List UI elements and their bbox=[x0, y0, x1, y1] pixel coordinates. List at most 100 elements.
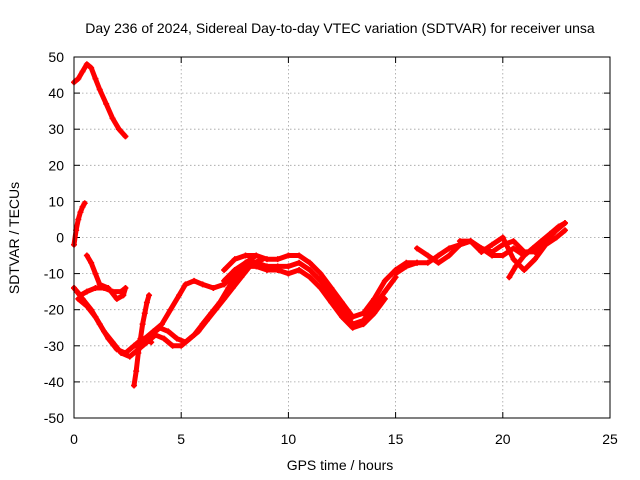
data-point bbox=[182, 281, 189, 288]
data-point bbox=[120, 292, 127, 299]
data-point bbox=[274, 256, 281, 263]
data-point bbox=[221, 266, 228, 273]
data-point bbox=[75, 216, 82, 223]
chart-title: Day 236 of 2024, Sidereal Day-to-day VTE… bbox=[85, 20, 595, 36]
data-point bbox=[199, 321, 206, 328]
data-point bbox=[414, 259, 421, 266]
data-point bbox=[122, 133, 129, 140]
data-point bbox=[456, 238, 463, 245]
data-point bbox=[96, 86, 103, 93]
data-point bbox=[221, 277, 228, 284]
y-tick-label: 0 bbox=[56, 230, 64, 246]
data-point bbox=[253, 252, 260, 259]
data-point bbox=[169, 342, 176, 349]
data-point bbox=[424, 259, 431, 266]
data-point bbox=[546, 230, 553, 237]
data-point bbox=[328, 292, 335, 299]
y-tick-label: -40 bbox=[44, 374, 64, 390]
data-point bbox=[510, 238, 517, 245]
data-point bbox=[424, 252, 431, 259]
y-tick-label: -10 bbox=[44, 266, 64, 282]
data-point bbox=[109, 115, 116, 122]
data-point bbox=[489, 241, 496, 248]
data-point bbox=[92, 313, 99, 320]
data-point bbox=[328, 285, 335, 292]
data-point bbox=[296, 252, 303, 259]
data-point bbox=[263, 256, 270, 263]
data-point bbox=[143, 299, 150, 306]
data-point bbox=[414, 245, 421, 252]
x-axis-label: GPS time / hours bbox=[287, 457, 394, 473]
data-point bbox=[296, 266, 303, 273]
y-tick-label: 40 bbox=[48, 85, 64, 101]
series-trace-arc-left-loop bbox=[71, 253, 128, 302]
y-axis-label: SDTVAR / TECUs bbox=[6, 182, 22, 294]
data-point bbox=[109, 339, 116, 346]
data-point bbox=[510, 256, 517, 263]
data-point bbox=[81, 200, 88, 207]
data-point bbox=[88, 259, 95, 266]
data-series bbox=[71, 61, 568, 389]
x-tick-label: 0 bbox=[70, 431, 78, 447]
data-point bbox=[339, 299, 345, 306]
data-point bbox=[83, 303, 90, 310]
data-point bbox=[88, 64, 95, 71]
data-point bbox=[231, 270, 238, 277]
data-point bbox=[161, 335, 168, 342]
data-point bbox=[531, 248, 538, 255]
data-point bbox=[208, 310, 215, 317]
data-point bbox=[339, 313, 345, 320]
data-point bbox=[195, 328, 202, 335]
data-point bbox=[105, 285, 112, 292]
data-point bbox=[317, 270, 324, 277]
data-point bbox=[133, 342, 140, 349]
data-point bbox=[371, 310, 378, 317]
data-point bbox=[101, 328, 108, 335]
data-point bbox=[542, 241, 549, 248]
data-point bbox=[83, 61, 90, 68]
y-tick-label: 50 bbox=[48, 49, 64, 65]
y-tick-label: 20 bbox=[48, 157, 64, 173]
data-point bbox=[521, 266, 528, 273]
data-point bbox=[371, 303, 378, 310]
data-point bbox=[92, 75, 99, 82]
data-point bbox=[306, 266, 313, 273]
data-point bbox=[242, 252, 249, 259]
data-point bbox=[435, 252, 442, 259]
data-point bbox=[152, 331, 159, 338]
plot-frame bbox=[73, 56, 611, 419]
data-point bbox=[116, 126, 123, 133]
data-point bbox=[113, 295, 120, 302]
data-point bbox=[317, 277, 324, 284]
data-point bbox=[165, 328, 172, 335]
data-point bbox=[285, 270, 292, 277]
data-point bbox=[253, 263, 260, 270]
data-point bbox=[133, 368, 140, 375]
x-tick-label: 25 bbox=[602, 431, 618, 447]
y-tick-label: -50 bbox=[44, 410, 64, 426]
data-point bbox=[371, 295, 378, 302]
data-point bbox=[435, 259, 442, 266]
data-point bbox=[191, 277, 198, 284]
data-point bbox=[135, 346, 142, 353]
data-point bbox=[467, 238, 474, 245]
data-point bbox=[328, 299, 335, 306]
data-point bbox=[392, 270, 399, 277]
series-trace-arc-high bbox=[71, 61, 128, 139]
data-point bbox=[118, 350, 125, 357]
data-point bbox=[349, 324, 356, 331]
data-point bbox=[92, 270, 99, 277]
data-point bbox=[403, 263, 410, 270]
series-trace-arc-right-d bbox=[506, 220, 568, 280]
data-point bbox=[122, 285, 129, 292]
data-point bbox=[446, 252, 453, 259]
data-point bbox=[555, 223, 562, 230]
data-point bbox=[75, 75, 82, 82]
data-point bbox=[118, 288, 125, 295]
data-point bbox=[109, 288, 116, 295]
y-tick-label: -30 bbox=[44, 338, 64, 354]
data-point bbox=[167, 306, 174, 313]
data-point bbox=[199, 281, 206, 288]
data-point bbox=[231, 256, 238, 263]
data-point bbox=[126, 353, 133, 360]
